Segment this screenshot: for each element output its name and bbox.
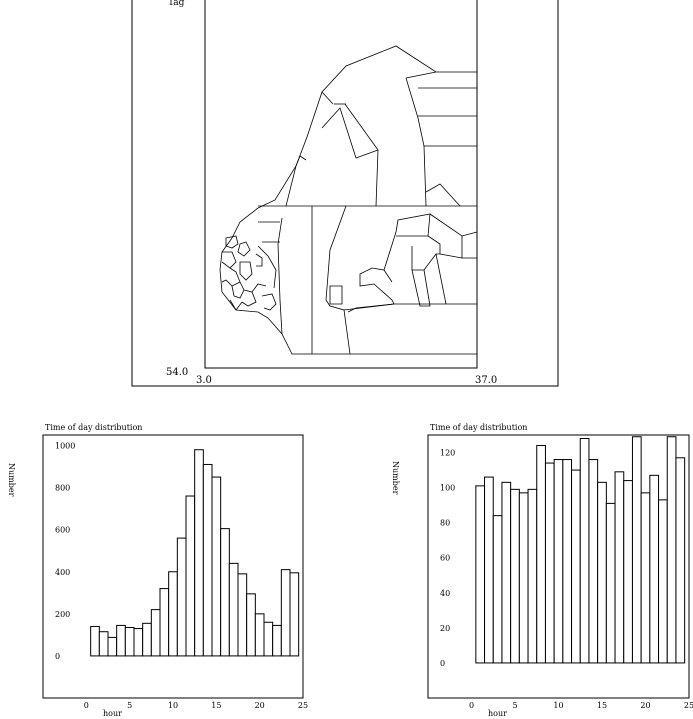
right-chart-bar xyxy=(658,499,668,664)
left-chart-bar xyxy=(133,628,144,657)
right-chart-ytick-label: 60 xyxy=(440,554,450,563)
right-chart-bar xyxy=(518,492,529,664)
left-chart-bar xyxy=(150,609,161,657)
right-chart-bar xyxy=(649,474,660,664)
right-chart-plot-frame xyxy=(427,434,690,699)
right-chart-bar xyxy=(571,469,581,664)
right-chart-bar xyxy=(553,459,564,664)
left-chart-plot-frame xyxy=(42,434,304,699)
right-chart-bar xyxy=(597,481,607,664)
right-chart-xtick-label: 0 xyxy=(469,701,474,710)
right-chart-xlabel: hour xyxy=(488,709,507,718)
left-chart-bar xyxy=(90,625,100,657)
right-chart-bar xyxy=(640,492,651,664)
right-chart-bar xyxy=(475,485,486,664)
right-chart-xtick-label: 10 xyxy=(553,701,563,710)
right-chart-bar xyxy=(544,462,555,664)
map-regions xyxy=(219,45,478,355)
right-chart-ytick-label: 0 xyxy=(440,659,445,668)
left-chart-bar xyxy=(237,573,248,657)
right-chart-xtick-label: 20 xyxy=(640,701,650,710)
right-chart-bar xyxy=(631,436,642,664)
left-chart-bar xyxy=(246,593,256,657)
left-chart-xtick-label: 20 xyxy=(255,701,265,710)
right-chart-bar xyxy=(562,459,573,664)
left-chart-xtick-label: 5 xyxy=(127,701,132,710)
left-chart-bar xyxy=(159,588,170,657)
region-outline xyxy=(219,45,478,355)
right-chart-bar xyxy=(484,476,494,664)
left-chart-xtick-label: 15 xyxy=(211,701,221,710)
right-chart-bar xyxy=(501,481,512,664)
left-chart-xtick-label: 0 xyxy=(84,701,89,710)
left-chart-ylabel: Number xyxy=(7,463,16,497)
right-chart-bar xyxy=(588,459,599,664)
right-chart-bar xyxy=(579,438,590,664)
left-chart-bar xyxy=(142,622,152,657)
map-lon-max-label: 37.0 xyxy=(475,375,497,386)
right-chart-bar xyxy=(623,480,633,664)
left-chart-bar xyxy=(228,562,239,657)
right-chart-xtick-label: 25 xyxy=(684,701,693,710)
left-chart-bar xyxy=(185,495,196,657)
left-chart-ytick-label: 0 xyxy=(55,652,60,661)
left-chart-bar xyxy=(176,537,187,657)
right-chart-ytick-label: 120 xyxy=(440,449,455,458)
left-chart-ytick-label: 600 xyxy=(55,526,70,535)
left-chart-bar xyxy=(272,624,282,657)
left-chart-bar xyxy=(98,631,109,657)
left-chart-bar xyxy=(116,624,126,657)
left-chart-bar xyxy=(107,636,118,657)
right-chart-bar xyxy=(510,488,520,664)
right-chart-bar xyxy=(675,457,686,664)
right-chart-bar xyxy=(536,445,546,664)
right-chart-bar xyxy=(492,515,503,664)
left-chart-ytick-label: 800 xyxy=(55,484,70,493)
left-chart-ytick-label: 200 xyxy=(55,610,70,619)
left-chart-bar xyxy=(202,463,213,657)
right-chart-ytick-label: 100 xyxy=(440,484,455,493)
right-chart-ytick-label: 80 xyxy=(440,519,450,528)
right-chart-xtick-label: 15 xyxy=(597,701,607,710)
left-chart-title: Time of day distribution xyxy=(45,423,142,432)
map-outer-frame xyxy=(131,0,559,387)
right-chart-xtick-label: 5 xyxy=(512,701,517,710)
left-chart-bar xyxy=(263,621,274,657)
right-chart-title: Time of day distribution xyxy=(430,423,527,432)
map-lon-min-label: 3.0 xyxy=(196,375,212,386)
right-chart-ytick-label: 20 xyxy=(440,624,450,633)
map-panel: Tag 54.0 3.0 37.0 xyxy=(131,0,559,387)
left-chart-bar xyxy=(211,476,222,657)
left-chart-bar xyxy=(254,613,265,657)
left-chart-xtick-label: 25 xyxy=(298,701,308,710)
right-chart-bar xyxy=(614,471,625,664)
left-chart-bar xyxy=(280,569,291,657)
map-corner-label: Tag xyxy=(168,0,185,8)
left-chart-ytick-label: 1000 xyxy=(55,442,75,451)
map-inner-frame xyxy=(204,0,478,369)
left-chart-bar xyxy=(194,449,204,657)
right-chart-bar xyxy=(666,436,677,664)
right-chart-bar xyxy=(527,488,538,664)
right-chart-ylabel: Number xyxy=(391,461,400,495)
map-lat-label: 54.0 xyxy=(166,367,188,378)
left-chart-xlabel: hour xyxy=(103,709,122,718)
right-chart-ytick-label: 40 xyxy=(440,589,450,598)
left-chart-bar xyxy=(220,528,230,657)
left-chart-xtick-label: 10 xyxy=(168,701,178,710)
right-chart-bar xyxy=(605,502,616,664)
left-chart-bar xyxy=(124,627,135,657)
left-chart-ytick-label: 400 xyxy=(55,568,70,577)
left-chart-bar xyxy=(289,572,300,657)
left-chart-bar xyxy=(168,571,178,657)
